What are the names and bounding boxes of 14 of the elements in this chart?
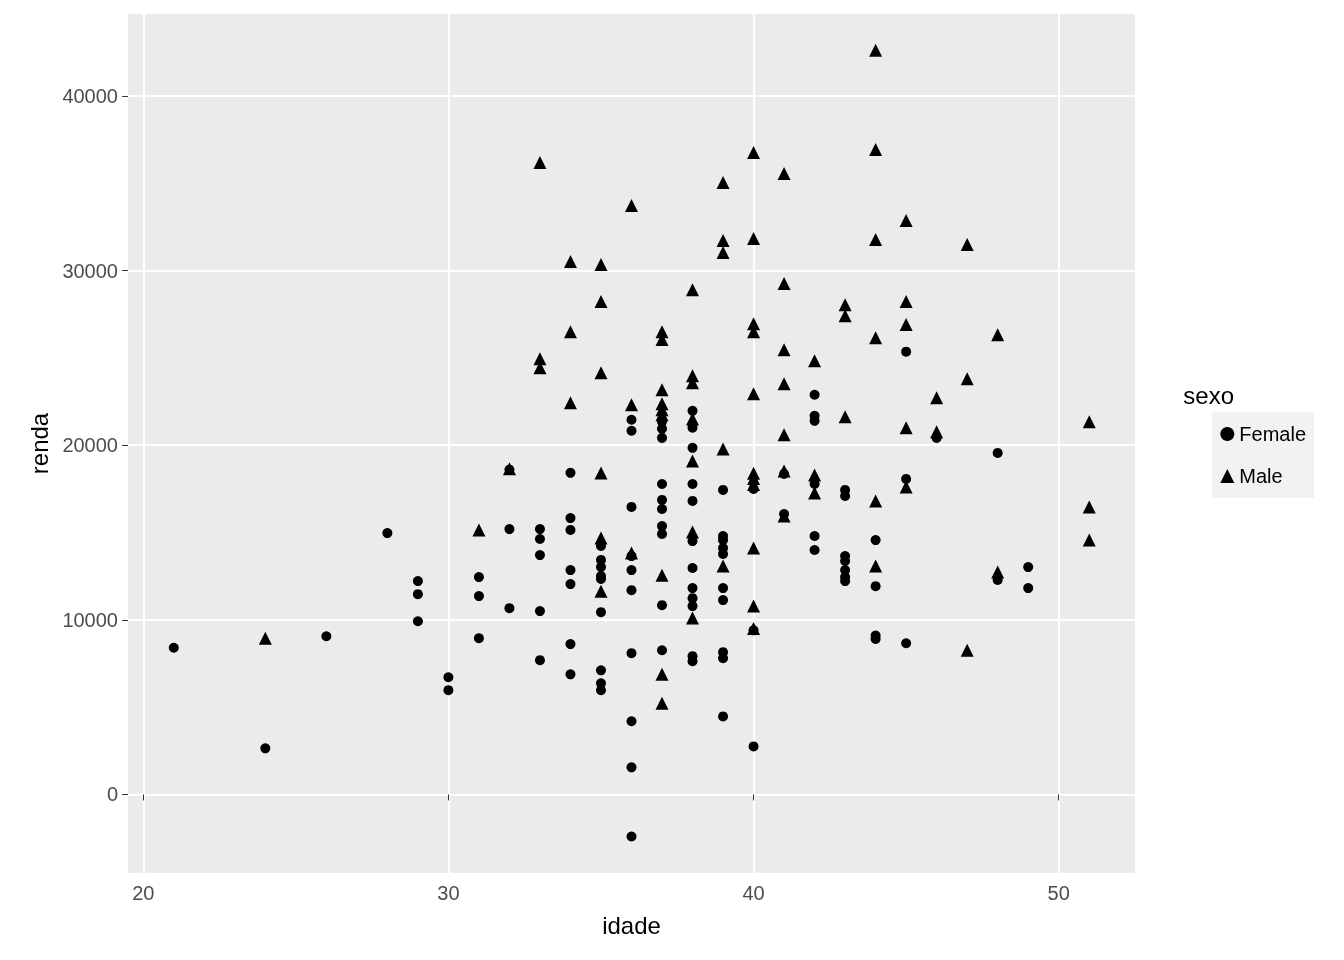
legend-label: Male xyxy=(1239,465,1283,487)
y-tick-label: 10000 xyxy=(62,608,118,631)
legend-label: Female xyxy=(1239,423,1307,445)
legend-title: sexo xyxy=(1183,381,1235,409)
y-tick-label: 30000 xyxy=(62,259,118,282)
y-tick-label: 40000 xyxy=(62,85,118,108)
x-tick-label: 50 xyxy=(1047,882,1070,904)
x-tick-label: 30 xyxy=(437,882,460,904)
x-axis-title: idade xyxy=(602,911,661,939)
y-tick-label: 0 xyxy=(106,783,118,806)
x-tick-label: 20 xyxy=(132,882,155,904)
y-axis-title: renda xyxy=(25,412,53,475)
y-tick-label: 20000 xyxy=(62,434,118,457)
x-tick-label: 40 xyxy=(742,882,765,904)
